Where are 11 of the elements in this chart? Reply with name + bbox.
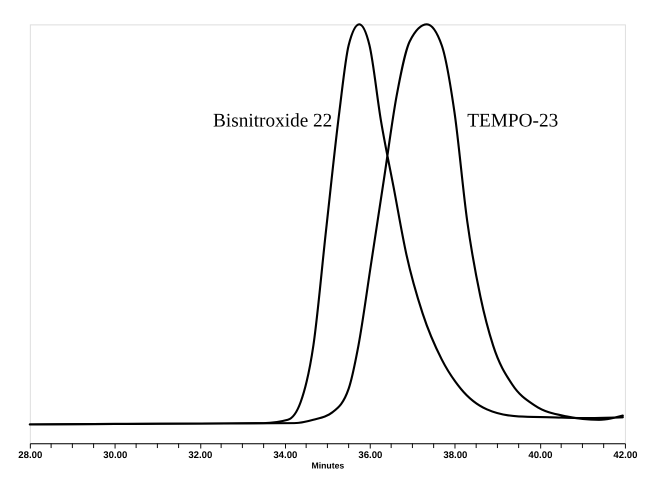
x-tick-label: 36.00: [358, 450, 382, 462]
x-tick-label: 34.00: [273, 450, 298, 462]
series-label: Bisnitroxide 22: [213, 110, 332, 132]
x-tick-label: 32.00: [188, 450, 212, 462]
x-tick-label: 28.00: [18, 450, 42, 462]
x-tick-label: 42.00: [613, 450, 638, 462]
x-axis-title: Minutes: [312, 460, 344, 471]
x-tick-label: 38.00: [443, 450, 468, 462]
x-tick-label: 30.00: [103, 450, 128, 462]
series-label: TEMPO-23: [467, 110, 558, 132]
x-tick-label: 40.00: [528, 450, 552, 462]
